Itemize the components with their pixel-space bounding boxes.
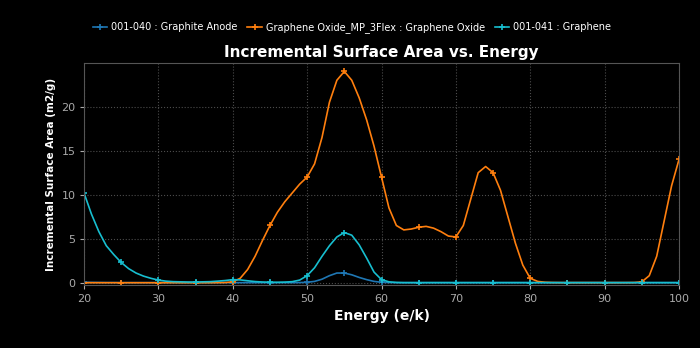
Y-axis label: Incremental Surface Area (m2/g): Incremental Surface Area (m2/g) xyxy=(46,78,56,270)
Line: 001-041 : Graphene: 001-041 : Graphene xyxy=(80,189,682,286)
001-040 : Graphite Anode: (66, 0.01): Graphite Anode: (66, 0.01) xyxy=(422,280,430,285)
Graphene Oxide_MP_3Flex : Graphene Oxide: (71, 6.5): Graphene Oxide: (71, 6.5) xyxy=(459,223,468,228)
Graphene Oxide_MP_3Flex : Graphene Oxide: (80, 0.5): Graphene Oxide: (80, 0.5) xyxy=(526,276,535,280)
001-041 : Graphene: (80, 0.01): Graphene: (80, 0.01) xyxy=(526,280,535,285)
Line: 001-040 : Graphite Anode: 001-040 : Graphite Anode xyxy=(80,270,682,286)
Graphene Oxide_MP_3Flex : Graphene Oxide: (90, 0.01): Graphene Oxide: (90, 0.01) xyxy=(601,280,609,285)
001-040 : Graphite Anode: (100, 0.01): Graphite Anode: (100, 0.01) xyxy=(675,280,683,285)
Graphene Oxide_MP_3Flex : Graphene Oxide: (20, 0): Graphene Oxide: (20, 0) xyxy=(80,280,88,285)
001-041 : Graphene: (100, 0.01): Graphene: (100, 0.01) xyxy=(675,280,683,285)
001-040 : Graphite Anode: (25, 0.01): Graphite Anode: (25, 0.01) xyxy=(117,280,125,285)
001-040 : Graphite Anode: (54, 1.1): Graphite Anode: (54, 1.1) xyxy=(332,271,341,275)
001-040 : Graphite Anode: (72, 0.01): Graphite Anode: (72, 0.01) xyxy=(466,280,475,285)
001-041 : Graphene: (93, 0.01): Graphene: (93, 0.01) xyxy=(623,280,631,285)
Title: Incremental Surface Area vs. Energy: Incremental Surface Area vs. Energy xyxy=(224,45,539,60)
001-040 : Graphite Anode: (20, 0.05): Graphite Anode: (20, 0.05) xyxy=(80,280,88,284)
Legend: 001-040 : Graphite Anode, Graphene Oxide_MP_3Flex : Graphene Oxide, 001-041 : Gr: 001-040 : Graphite Anode, Graphene Oxide… xyxy=(89,18,615,37)
001-040 : Graphite Anode: (81, 0.01): Graphite Anode: (81, 0.01) xyxy=(533,280,542,285)
001-040 : Graphite Anode: (91, 0.01): Graphite Anode: (91, 0.01) xyxy=(608,280,616,285)
001-040 : Graphite Anode: (87, 0.01): Graphite Anode: (87, 0.01) xyxy=(578,280,587,285)
001-041 : Graphene: (63, 0.01): Graphene: (63, 0.01) xyxy=(400,280,408,285)
Graphene Oxide_MP_3Flex : Graphene Oxide: (93, 0.01): Graphene Oxide: (93, 0.01) xyxy=(623,280,631,285)
Graphene Oxide_MP_3Flex : Graphene Oxide: (86, 0.01): Graphene Oxide: (86, 0.01) xyxy=(570,280,579,285)
Graphene Oxide_MP_3Flex : Graphene Oxide: (100, 14): Graphene Oxide: (100, 14) xyxy=(675,157,683,161)
001-040 : Graphite Anode: (94, 0.01): Graphite Anode: (94, 0.01) xyxy=(630,280,638,285)
001-041 : Graphene: (86, 0.01): Graphene: (86, 0.01) xyxy=(570,280,579,285)
001-041 : Graphene: (71, 0.01): Graphene: (71, 0.01) xyxy=(459,280,468,285)
Graphene Oxide_MP_3Flex : Graphene Oxide: (65, 6.3): Graphene Oxide: (65, 6.3) xyxy=(414,225,423,229)
001-041 : Graphene: (20, 10.2): Graphene: (20, 10.2) xyxy=(80,191,88,195)
001-041 : Graphene: (90, 0.01): Graphene: (90, 0.01) xyxy=(601,280,609,285)
Line: Graphene Oxide_MP_3Flex : Graphene Oxide: Graphene Oxide_MP_3Flex : Graphene Oxide xyxy=(80,68,682,286)
Graphene Oxide_MP_3Flex : Graphene Oxide: (55, 24): Graphene Oxide: (55, 24) xyxy=(340,69,349,73)
X-axis label: Energy (e/k): Energy (e/k) xyxy=(333,309,430,323)
001-041 : Graphene: (65, 0.01): Graphene: (65, 0.01) xyxy=(414,280,423,285)
